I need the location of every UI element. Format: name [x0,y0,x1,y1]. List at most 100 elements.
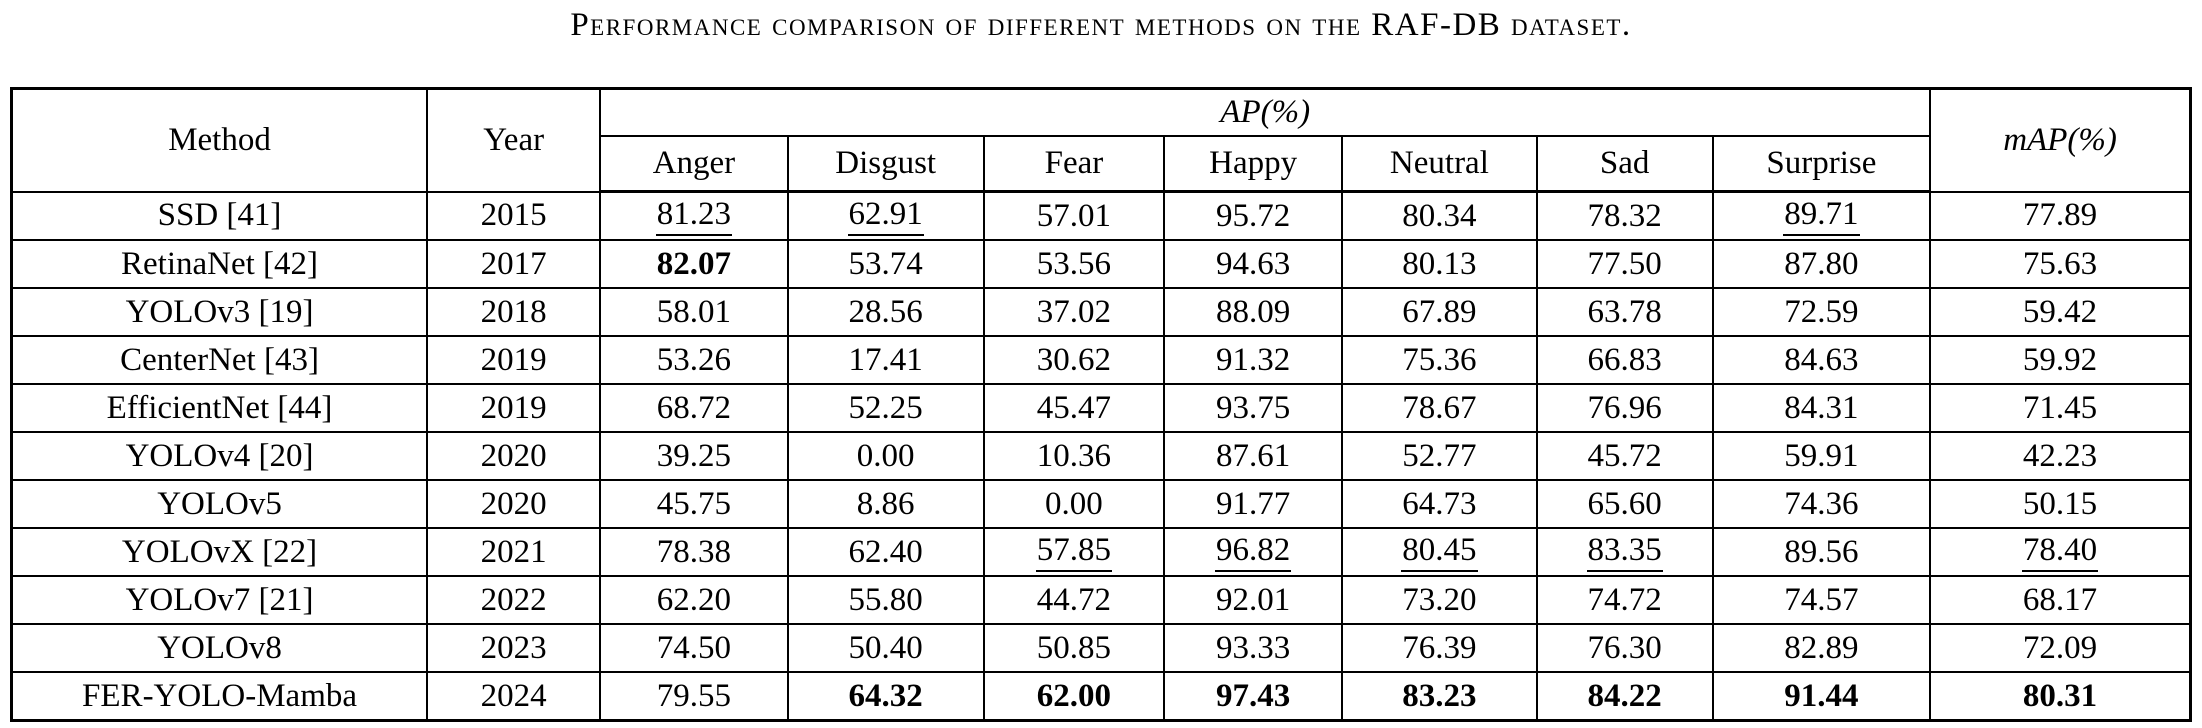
value-label: 53.74 [848,245,923,282]
value-label: 78.40 [2021,533,2099,573]
value-label: 68.72 [656,389,732,426]
value-label: 17.41 [848,341,923,378]
value-label: 88.09 [1216,293,1291,330]
value-label: 50.85 [1036,629,1112,666]
ap-disgust-cell: 62.40 [786,527,985,577]
ap-fear-cell: 10.36 [982,431,1166,481]
ap-disgust-cell: 17.41 [786,335,985,385]
value-label: 64.73 [1402,485,1477,522]
value-label: 62.40 [848,533,923,570]
value-label: 67.89 [1402,293,1477,330]
ap-surprise-cell: 87.80 [1711,239,1932,289]
method-label: SSD [41] [157,197,282,234]
ap-neutral-cell: 67.89 [1341,287,1538,337]
value-label: 53.56 [1036,245,1112,282]
value-label: 50.40 [848,629,923,666]
value-label: 59.92 [2022,341,2098,378]
value-label: 75.63 [2022,245,2098,282]
col-header-surprise: Surprise [1711,135,1932,193]
value-label: 57.85 [1035,533,1113,573]
ap-neutral-cell: 52.77 [1341,431,1538,481]
value-label: 10.36 [1036,437,1112,474]
method-cell: FER-YOLO-Mamba [10,671,429,722]
ap-surprise-cell: 84.63 [1711,335,1932,385]
year-label: 2020 [480,485,547,522]
value-label: 28.56 [848,293,923,330]
ap-anger-cell: 82.07 [599,239,789,289]
ap-disgust-cell: 62.91 [786,190,985,241]
value-label: 45.75 [656,485,732,522]
ap-sad-cell: 76.30 [1535,623,1714,673]
ap-anger-cell: 79.55 [599,671,789,722]
value-label: 97.43 [1216,677,1291,714]
year-cell: 2017 [426,239,602,289]
header-row-emotions: Anger Disgust Fear Happy Neutral Sad Surprise [12,135,2191,193]
table-row: YOLOv5 2020 45.75 8.86 0.00 91.77 64.73 65.60 74… [10,479,2192,529]
value-label: 78.67 [1402,389,1477,426]
year-label: 2015 [480,197,547,234]
ap-fear-cell: 57.01 [982,190,1166,241]
table-row: CenterNet [43] 2019 53.26 17.41 30.62 91.32 75… [10,335,2192,385]
method-label: FER-YOLO-Mamba [82,677,358,714]
ap-sad-cell: 78.32 [1535,190,1714,241]
value-label: 30.62 [1036,341,1112,378]
col-header-neutral: Neutral [1341,135,1538,193]
value-label: 65.60 [1587,485,1662,522]
ap-anger-cell: 39.25 [599,431,789,481]
ap-neutral-cell: 80.45 [1341,527,1538,577]
ap-fear-cell: 30.62 [982,335,1166,385]
value-label: 82.07 [656,245,732,282]
value-label: 62.20 [656,581,732,618]
value-label: 74.50 [656,629,732,666]
col-header-anger: Anger [599,135,789,193]
method-label: RetinaNet [42] [121,245,319,282]
ap-fear-cell: 57.85 [982,527,1166,577]
col-header-method: Method [10,87,429,193]
value-label: 93.75 [1216,389,1291,426]
ap-surprise-cell: 74.57 [1711,575,1932,625]
year-cell: 2022 [426,575,602,625]
ap-surprise-cell: 72.59 [1711,287,1932,337]
ap-happy-cell: 91.77 [1163,479,1344,529]
value-label: 50.15 [2022,485,2098,522]
ap-surprise-cell: 91.44 [1711,671,1932,722]
year-cell: 2020 [426,431,602,481]
value-label: 52.25 [848,389,923,426]
ap-anger-cell: 53.26 [599,335,789,385]
year-cell: 2023 [426,623,602,673]
value-label: 91.32 [1216,341,1291,378]
map-cell: 59.42 [1929,287,2192,337]
value-label: 81.23 [655,197,733,237]
ap-happy-cell: 88.09 [1163,287,1344,337]
method-label: YOLOv4 [20] [125,437,314,474]
method-cell: CenterNet [43] [10,335,429,385]
ap-sad-cell: 65.60 [1535,479,1714,529]
year-label: 2019 [480,389,547,426]
value-label: 83.35 [1586,533,1663,573]
value-label: 74.72 [1587,581,1662,618]
value-label: 0.00 [856,437,915,474]
value-label: 80.31 [2022,677,2098,714]
value-label: 76.96 [1587,389,1662,426]
ap-anger-cell: 62.20 [599,575,789,625]
ap-neutral-cell: 73.20 [1341,575,1538,625]
value-label: 71.45 [2022,389,2098,426]
value-label: 89.71 [1783,197,1860,237]
value-label: 80.45 [1401,533,1478,573]
col-header-ap-group: AP(%) [599,87,1932,137]
ap-happy-cell: 96.82 [1163,527,1344,577]
ap-fear-cell: 53.56 [982,239,1166,289]
value-label: 83.23 [1402,677,1477,714]
value-label: 92.01 [1216,581,1291,618]
ap-fear-cell: 44.72 [982,575,1166,625]
method-cell: YOLOvX [22] [10,527,429,577]
col-header-happy: Happy [1163,135,1344,193]
map-cell: 68.17 [1929,575,2192,625]
method-cell: SSD [41] [10,190,429,241]
map-cell: 59.92 [1929,335,2192,385]
value-label: 77.50 [1587,245,1662,282]
method-cell: YOLOv8 [10,623,429,673]
ap-disgust-cell: 28.56 [786,287,985,337]
value-label: 80.34 [1402,197,1477,234]
